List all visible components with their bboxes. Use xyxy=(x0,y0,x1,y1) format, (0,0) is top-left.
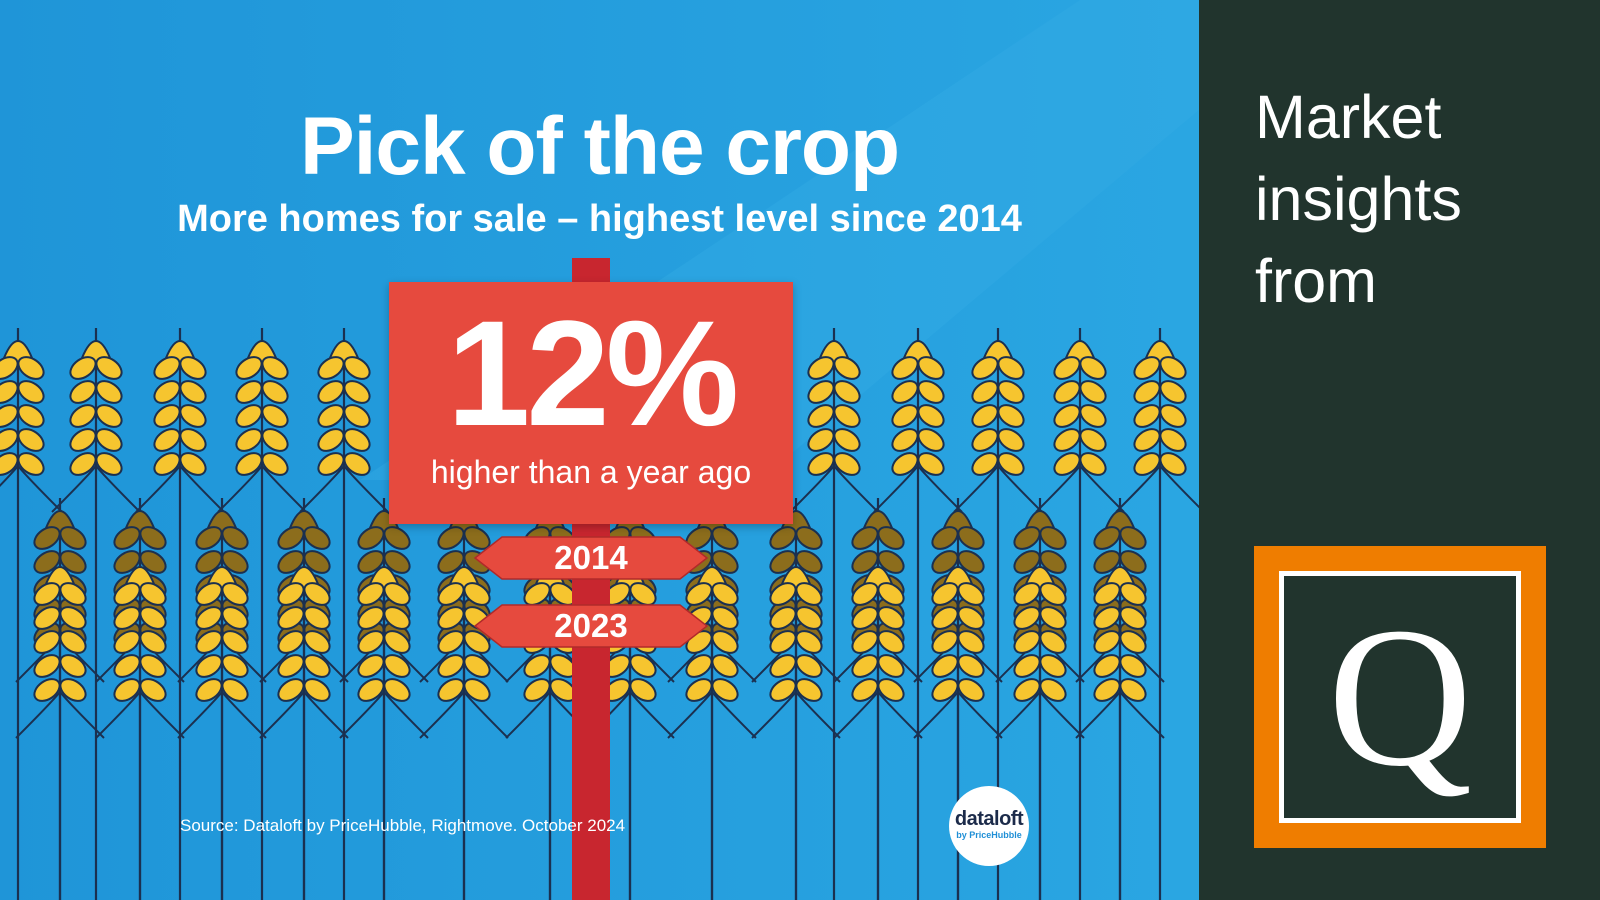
dataloft-badge: dataloft by PriceHubble xyxy=(949,786,1029,866)
back-wheat-stalk xyxy=(135,328,225,900)
front-gold-wheat-stalk xyxy=(177,554,267,900)
back-wheat-stalk xyxy=(1035,328,1125,900)
front-gold-wheat-stalk xyxy=(259,554,349,900)
infographic-panel: Pick of the crop More homes for sale – h… xyxy=(0,0,1199,900)
sidebar-panel: Market insights from Q xyxy=(1199,0,1600,900)
back-wheat-stalk xyxy=(217,328,307,900)
back-wheat-stalk xyxy=(299,328,389,900)
front-gold-wheat-stalk xyxy=(913,554,1003,900)
signpost-year-2023: 2023 xyxy=(554,607,628,644)
front-gold-wheat-stalk xyxy=(667,554,757,900)
signpost-arrow-2023 xyxy=(473,604,709,648)
back-wheat-stalk xyxy=(51,328,141,900)
logo-letter: Q xyxy=(1327,587,1473,808)
dataloft-logo-text: dataloft xyxy=(954,808,1024,830)
dataloft-logo-subtext: by PriceHubble xyxy=(956,830,1022,840)
company-logo: Q xyxy=(1254,546,1546,848)
signpost-year-2014: 2014 xyxy=(554,539,628,576)
sidebar-line-insights: insights xyxy=(1255,165,1462,233)
back-wheat-stalk xyxy=(789,328,879,900)
stat-sign: 12% higher than a year ago xyxy=(389,282,793,524)
sidebar-line-from: from xyxy=(1255,247,1377,315)
stat-label: higher than a year ago xyxy=(430,454,752,490)
back-wheat-stalk xyxy=(873,328,963,900)
front-gold-wheat-stalk xyxy=(15,554,105,900)
page-subtitle: More homes for sale – highest level sinc… xyxy=(177,198,1022,240)
logo-inner-square: Q xyxy=(1279,571,1521,823)
front-gold-wheat-stalk xyxy=(1075,554,1165,900)
sidebar-line-market: Market xyxy=(1255,83,1442,151)
stat-value: 12% xyxy=(446,289,739,457)
back-wheat-stalk xyxy=(953,328,1043,900)
front-gold-wheat-stalk xyxy=(833,554,923,900)
back-wheat-stalk xyxy=(1115,328,1199,900)
front-gold-wheat-stalk xyxy=(751,554,841,900)
source-note: Source: Dataloft by PriceHubble, Rightmo… xyxy=(180,816,626,835)
back-wheat-stalk xyxy=(0,328,63,900)
front-gold-wheat-stalk xyxy=(419,554,509,900)
front-gold-wheat-stalk xyxy=(95,554,185,900)
sidebar-heading: Market insights from xyxy=(1255,76,1575,322)
page-title: Pick of the crop xyxy=(299,101,900,192)
signpost-arrow-2014 xyxy=(473,536,709,580)
front-gold-wheat-stalk xyxy=(339,554,429,900)
wheat-field-illustration xyxy=(0,0,1199,900)
front-gold-wheat-stalk xyxy=(995,554,1085,900)
